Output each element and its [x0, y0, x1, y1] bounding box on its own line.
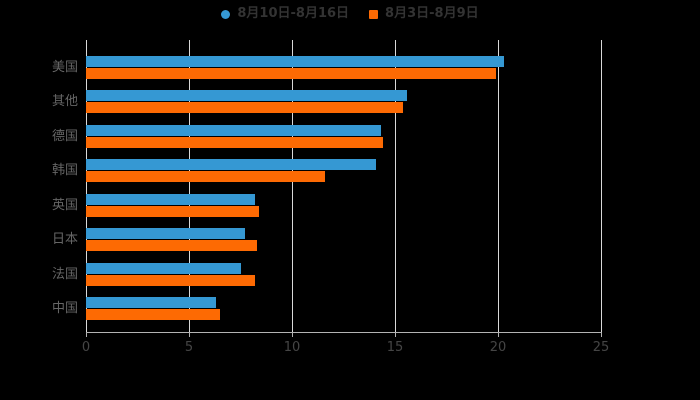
legend-blue-marker-icon [221, 9, 231, 19]
x-axis-tick [394, 332, 396, 337]
gridline [291, 40, 293, 332]
x-axis-tick [497, 332, 499, 337]
category-row: 美国 [52, 54, 601, 88]
category-label: 韩国 [51, 163, 78, 179]
category-row: 法国 [52, 261, 601, 295]
bar-previous-week[interactable] [86, 274, 255, 286]
chart-legend: 8月10日-8月16日 8月3日-8月9日 [0, 5, 700, 23]
bar-current-week[interactable] [86, 56, 505, 67]
bar-rows: 美国其他德国韩国英国日本法国中国 [52, 40, 601, 332]
category-row: 德国 [52, 123, 601, 157]
legend-label: 8月10日-8月16日 [237, 6, 350, 21]
x-axis-tick [291, 332, 293, 337]
x-axis-tick-label: 5 [184, 340, 194, 355]
gridline [497, 40, 499, 332]
category-row: 其他 [52, 88, 601, 122]
legend-item-week-aug3-9[interactable]: 8月3日-8月9日 [369, 5, 479, 23]
category-label: 德国 [51, 128, 78, 144]
category-label: 美国 [51, 60, 78, 75]
x-axis-labels: 0 5 10 15 20 25 [82, 340, 609, 356]
category-label: 中国 [51, 301, 78, 317]
gridline [85, 40, 87, 332]
legend-orange-marker-icon [369, 9, 379, 19]
bar-previous-week[interactable] [86, 68, 496, 79]
bar-current-week[interactable] [86, 124, 381, 136]
category-label: 日本 [51, 232, 78, 248]
category-row: 日本 [52, 226, 601, 260]
bar-previous-week[interactable] [86, 309, 220, 321]
bar-current-week[interactable] [86, 159, 377, 171]
category-label: 英国 [51, 197, 78, 213]
bar-previous-week[interactable] [86, 205, 260, 217]
x-axis-tick-label: 10 [283, 340, 301, 355]
bar-previous-week[interactable] [86, 102, 404, 114]
x-axis-tick-label: 25 [592, 340, 610, 355]
bar-current-week[interactable] [86, 262, 241, 274]
x-axis-tick [85, 332, 87, 337]
bar-previous-week[interactable] [86, 240, 257, 252]
bar-current-week[interactable] [86, 297, 216, 309]
plot-area: 美国其他德国韩国英国日本法国中国 [52, 40, 602, 337]
legend-item-week-aug10-16[interactable]: 8月10日-8月16日 [221, 5, 349, 23]
bar-previous-week[interactable] [86, 136, 383, 148]
category-row: 英国 [52, 192, 601, 226]
x-axis-tick-label: 20 [489, 340, 507, 355]
x-axis-line [86, 332, 601, 333]
x-axis-tick-label: 0 [81, 340, 91, 355]
category-row: 韩国 [52, 157, 601, 191]
bar-current-week[interactable] [86, 193, 255, 205]
x-axis-tick-label: 15 [386, 340, 404, 355]
bar-current-week[interactable] [86, 90, 408, 102]
category-row: 中国 [52, 295, 601, 329]
legend-label: 8月3日-8月9日 [385, 6, 479, 21]
category-label: 法国 [51, 266, 78, 282]
gridline [600, 40, 602, 332]
gridline [394, 40, 396, 332]
bar-previous-week[interactable] [86, 171, 325, 183]
gridline [188, 40, 190, 332]
bar-current-week[interactable] [86, 228, 245, 240]
x-axis-tick [188, 332, 190, 337]
x-axis-tick [600, 332, 602, 337]
category-label: 其他 [51, 94, 78, 110]
